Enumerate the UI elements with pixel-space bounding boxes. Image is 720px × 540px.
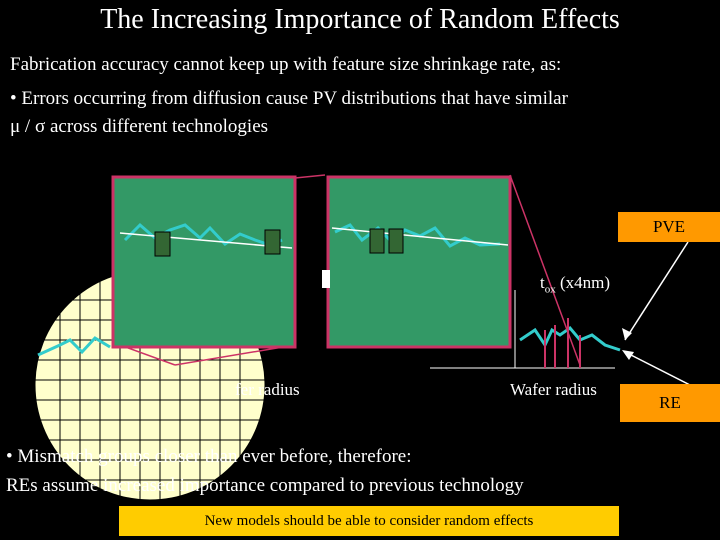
slide-title: The Increasing Importance of Random Effe…: [100, 4, 620, 35]
bullet-errors-diffusion: • Errors occurring from diffusion cause …: [10, 88, 568, 109]
right-chip-panel: [322, 175, 512, 349]
tox-axis-label: tox (x4nm): [540, 273, 610, 295]
re-label-box: RE: [620, 384, 720, 422]
tox-subscript: ox: [544, 283, 556, 296]
pve-label: PVE: [652, 217, 686, 236]
wafer-radius-right-label: Wafer radius: [510, 380, 597, 399]
footer-note-box: New models should be able to consider ra…: [118, 505, 620, 537]
intro-line: Fabrication accuracy cannot keep up with…: [10, 54, 562, 75]
random-spikes: [544, 318, 581, 368]
re-label: RE: [659, 393, 681, 412]
pve-arrow: [622, 241, 689, 341]
wafer-radius-left-label: fer radius: [235, 380, 300, 399]
axes: [430, 290, 615, 369]
bullet-mismatch-groups: • Mismatch groups closer than ever befor…: [6, 446, 412, 467]
pve-label-box: PVE: [618, 212, 720, 242]
tox-profile-curve: [519, 325, 621, 352]
re-arrow: [622, 350, 691, 386]
bullet-mu-sigma: μ / σ across different technologies: [10, 116, 269, 137]
tox-unit: (x4nm): [559, 273, 611, 292]
footer-note: New models should be able to consider ra…: [204, 513, 534, 529]
tox-symbol: t: [540, 273, 545, 292]
res-importance-line: REs assume increased importance compared…: [6, 475, 524, 496]
left-chip-panel: [111, 175, 297, 349]
